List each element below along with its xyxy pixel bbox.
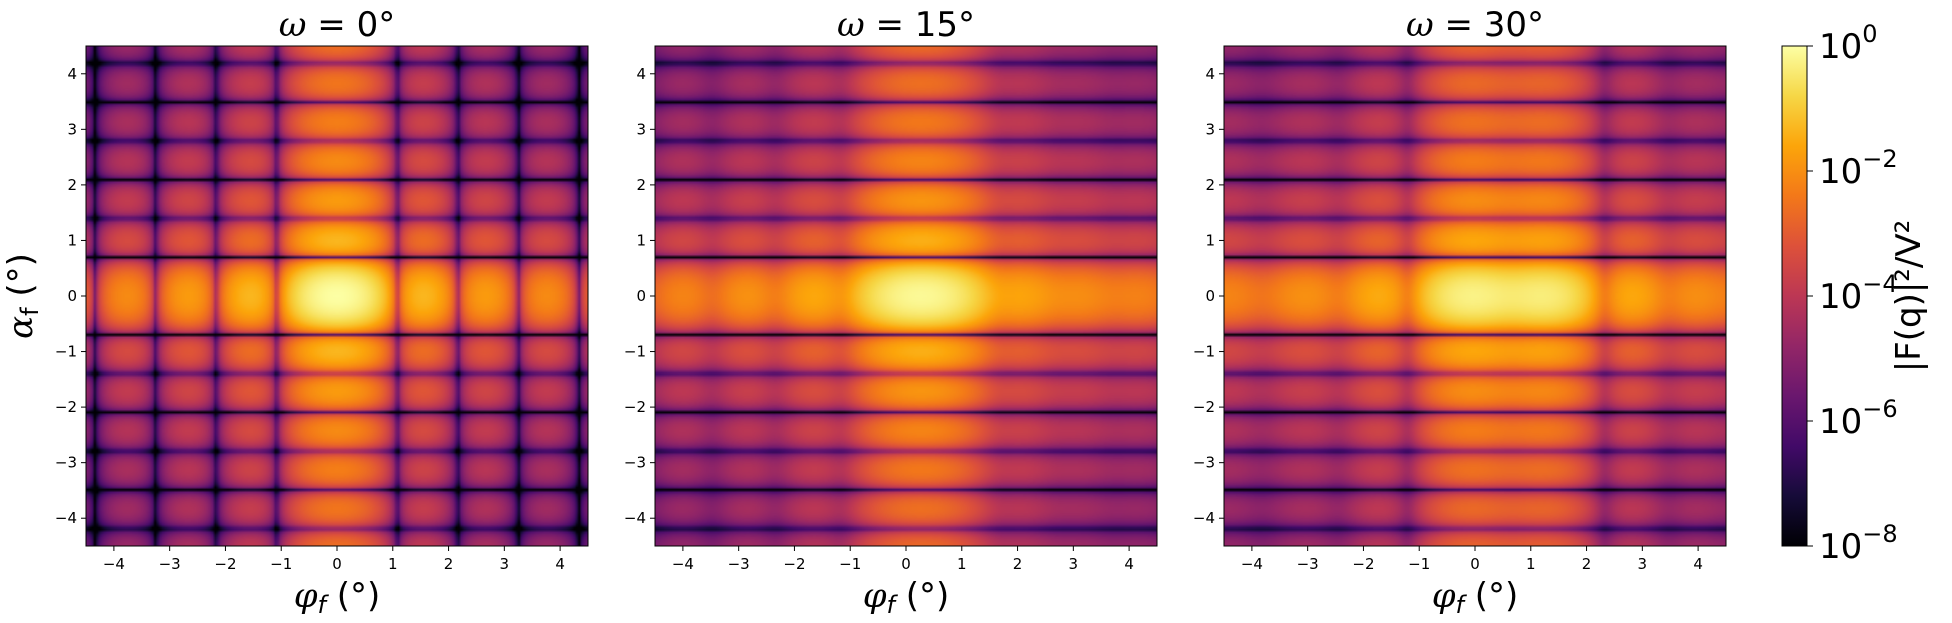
x-tick-label: −2 [1352,555,1374,573]
colorbar-gradient [1781,45,1808,547]
x-tick-label: 0 [332,555,342,573]
x-tick-label: 0 [901,555,911,573]
y-tick-label: −3 [1193,454,1215,472]
heatmap-image [655,46,1157,546]
y-tick-label: −2 [624,398,646,416]
colorbar-tick-label: 10−6 [1819,395,1898,442]
x-tick-label: 3 [500,555,510,573]
x-axis-label: φf (°) [1432,576,1519,619]
heatmap-panel-2: −4 −3 −2 −1 0 1 2 3 4 −4 −3 −2 −1 0 1 2 3 4 ω = 30° φf (°) [1193,5,1727,619]
y-tick-label: 3 [67,120,77,138]
x-tick-label: −4 [1241,555,1263,573]
y-tick-label: −3 [55,454,77,472]
y-tick-label: −4 [624,509,646,527]
y-tick-label: −4 [1193,509,1215,527]
y-tick-label: 0 [67,287,77,305]
x-tick-label: 4 [555,555,565,573]
x-tick-label: −3 [1297,555,1319,573]
x-tick-label: −3 [728,555,750,573]
y-tick-label: 2 [67,176,77,194]
panel-title: ω = 0° [279,5,395,45]
y-axis-label: αf (°) [1,253,44,339]
colorbar: 100 10−2 10−4 10−6 10−8 |F(q)|²/V² [1781,20,1929,567]
y-tick-label: 0 [636,287,646,305]
colorbar-tick-label: 100 [1819,20,1878,67]
y-tick-label: −1 [624,343,646,361]
x-tick-label: −2 [214,555,236,573]
x-tick-label: 1 [957,555,967,573]
x-axis-label: φf (°) [294,576,381,619]
y-tick-label: 3 [1205,120,1215,138]
colorbar-tick-label: 10−2 [1819,145,1898,192]
x-tick-label: 2 [1582,555,1592,573]
y-tick-label: 1 [636,231,646,249]
y-tick-label: 4 [67,65,77,83]
x-tick-label: −4 [103,555,125,573]
x-tick-label: −4 [672,555,694,573]
heatmap-panel-0: −4 −3 −2 −1 0 1 2 3 4 −4 −3 −2 −1 0 1 2 3 4 ω = 0° φf (°) αf… [1,5,589,619]
x-tick-label: 3 [1069,555,1079,573]
heatmap-image [1224,46,1726,546]
x-tick-label: −3 [159,555,181,573]
colorbar-tick-label: 10−8 [1819,520,1898,567]
x-tick-label: 0 [1470,555,1480,573]
y-tick-label: −2 [1193,398,1215,416]
x-tick-label: 4 [1693,555,1703,573]
x-tick-label: 2 [444,555,454,573]
y-tick-label: 1 [1205,231,1215,249]
x-tick-label: 4 [1124,555,1134,573]
colorbar-tick-label: 10−4 [1819,270,1898,317]
x-tick-label: 2 [1013,555,1023,573]
y-tick-label: 3 [636,120,646,138]
x-axis-label: φf (°) [863,576,950,619]
x-tick-label: −1 [270,555,292,573]
y-tick-label: −1 [55,343,77,361]
colorbar-label: |F(q)|²/V² [1889,220,1929,373]
panel-title: ω = 30° [1406,5,1544,45]
y-tick-label: −2 [55,398,77,416]
x-tick-label: −2 [783,555,805,573]
heatmap-panel-1: −4 −3 −2 −1 0 1 2 3 4 −4 −3 −2 −1 0 1 2 3 4 ω = 15° φf (°) [624,5,1158,619]
y-tick-label: 2 [1205,176,1215,194]
x-tick-label: −1 [839,555,861,573]
y-tick-label: 4 [1205,65,1215,83]
y-tick-label: 2 [636,176,646,194]
x-tick-label: −1 [1408,555,1430,573]
x-tick-label: 3 [1638,555,1648,573]
y-tick-label: −4 [55,509,77,527]
heatmap-image [86,46,588,546]
panel-title: ω = 15° [837,5,975,45]
x-tick-label: 1 [388,555,398,573]
y-tick-label: 1 [67,231,77,249]
y-tick-label: −1 [1193,343,1215,361]
x-tick-label: 1 [1526,555,1536,573]
y-tick-label: 4 [636,65,646,83]
y-tick-label: −3 [624,454,646,472]
y-tick-label: 0 [1205,287,1215,305]
